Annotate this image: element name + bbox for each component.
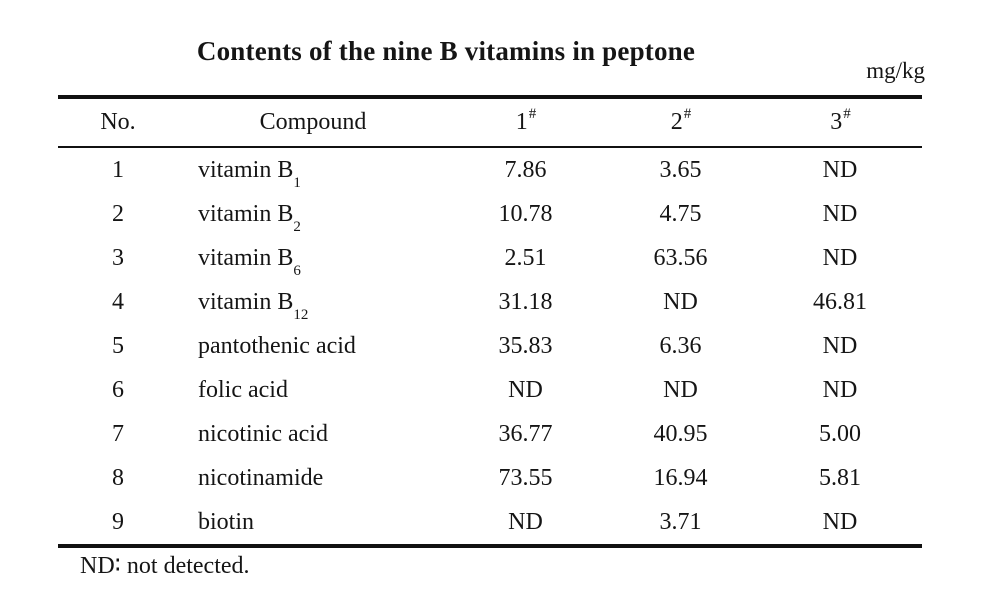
compound-subscript: 1 [293,174,301,191]
row-no: 6 [112,377,124,403]
value-sample1: 7.86 [504,157,547,183]
header-sample3-label: 3 [830,109,843,135]
value-sample1: 31.18 [498,289,553,315]
row-no: 9 [112,509,124,535]
compound-cell: nicotinic acid [178,412,448,456]
compound-subscript: 2 [293,218,301,235]
table-row: 3 vitamin B6 2.51 63.56 ND [58,236,922,280]
value-sample2: 3.71 [659,509,702,535]
value-sample1: 73.55 [498,465,553,491]
header-sample3: 3# [758,97,922,148]
value-sample2: ND [663,289,698,315]
compound-cell: nicotinamide [178,456,448,500]
value-sample1: ND [508,509,543,535]
table-row: 2 vitamin B2 10.78 4.75 ND [58,192,922,236]
table-row: 9 biotin ND 3.71 ND [58,500,922,546]
header-sample2: 2# [603,97,758,148]
compound-name: folic acid [198,377,288,403]
value-sample3: ND [822,377,858,403]
table-row: 4 vitamin B12 31.18 ND 46.81 [58,280,922,324]
hash-superscript: # [843,106,851,122]
unit-label: mg/kg [866,58,925,83]
value-sample3: ND [822,201,858,227]
value-sample2: 4.75 [659,201,702,227]
value-sample1: 36.77 [498,421,553,447]
compound-cell: biotin [178,500,448,546]
table-header: No. Compound 1# 2# 3# [58,97,922,148]
header-sample1-label: 1 [515,109,528,135]
value-sample2: 40.95 [653,421,708,447]
value-sample2: 3.65 [659,157,702,183]
compound-cell: vitamin B6 [178,236,448,280]
value-sample1: 35.83 [498,333,553,359]
compound-cell: vitamin B12 [178,280,448,324]
value-sample3: 46.81 [813,289,867,315]
header-compound: Compound [178,97,448,148]
row-no: 2 [112,201,124,227]
row-no: 5 [112,333,124,359]
compound-name: biotin [198,509,255,535]
compound-subscript: 6 [293,262,301,279]
compound-name: vitamin B [198,245,294,271]
table-title: Contents of the nine B vitamins in pepto… [196,36,696,66]
header-sample2-label: 2 [670,109,683,135]
table-row: 8 nicotinamide 73.55 16.94 5.81 [58,456,922,500]
value-sample2: 16.94 [653,465,708,491]
table-row: 1 vitamin B1 7.86 3.65 ND [58,147,922,192]
value-sample3: ND [822,509,858,535]
value-sample1: ND [508,377,543,403]
compound-cell: vitamin B2 [178,192,448,236]
compound-name: vitamin B [198,201,294,227]
hash-superscript: # [683,106,692,122]
row-no: 4 [112,289,124,315]
value-sample3: ND [822,245,858,271]
table-body: 1 vitamin B1 7.86 3.65 ND 2 vitamin B2 1… [58,147,922,546]
compound-name: vitamin B [198,289,294,315]
value-sample1: 10.78 [498,201,553,227]
row-no: 3 [112,245,124,271]
header-row: No. Compound 1# 2# 3# [58,97,922,148]
table-row: 6 folic acid ND ND ND [58,368,922,412]
value-sample3: ND [822,157,858,183]
table-footnote: ND∶ not detected. [80,553,250,579]
value-sample2: 63.56 [653,245,708,271]
value-sample1: 2.51 [504,245,547,271]
value-sample2: 6.36 [659,333,702,359]
header-no: No. [58,97,178,148]
hash-superscript: # [528,106,537,122]
row-no: 7 [112,421,124,447]
table-row: 5 pantothenic acid 35.83 6.36 ND [58,324,922,368]
value-sample3: ND [822,333,858,359]
compound-name: nicotinic acid [198,421,328,447]
compound-cell: pantothenic acid [178,324,448,368]
value-sample3: 5.81 [819,465,861,491]
value-sample3: 5.00 [819,421,861,447]
row-no: 1 [112,157,124,183]
compound-cell: vitamin B1 [178,147,448,192]
value-sample2: ND [663,377,698,403]
row-no: 8 [112,465,124,491]
compound-subscript: 12 [293,306,309,323]
vitamins-table: No. Compound 1# 2# 3# 1 vitamin B1 7.86 … [58,95,922,548]
compound-cell: folic acid [178,368,448,412]
table-row: 7 nicotinic acid 36.77 40.95 5.00 [58,412,922,456]
compound-name: nicotinamide [198,465,324,491]
compound-name: vitamin B [198,157,294,183]
header-sample1: 1# [448,97,603,148]
compound-name: pantothenic acid [198,333,356,359]
